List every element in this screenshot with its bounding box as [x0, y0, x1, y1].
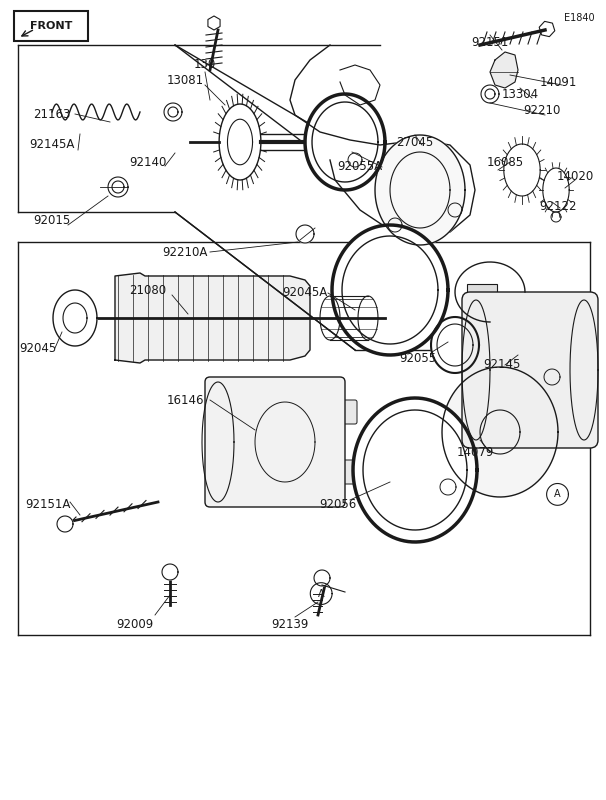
Polygon shape [481, 85, 499, 103]
Polygon shape [490, 52, 518, 88]
FancyBboxPatch shape [548, 382, 560, 392]
Polygon shape [164, 103, 182, 121]
Text: FRONT: FRONT [30, 21, 72, 31]
Text: 92210A: 92210A [162, 246, 208, 258]
Text: 92151: 92151 [471, 35, 508, 49]
Polygon shape [375, 135, 465, 245]
Text: A: A [554, 490, 561, 499]
FancyBboxPatch shape [467, 284, 497, 306]
Polygon shape [332, 225, 448, 355]
Text: 92139: 92139 [271, 618, 308, 631]
Polygon shape [296, 225, 314, 243]
Polygon shape [305, 94, 385, 190]
Polygon shape [57, 516, 73, 532]
Polygon shape [431, 317, 479, 373]
FancyBboxPatch shape [14, 11, 88, 41]
FancyBboxPatch shape [333, 400, 357, 424]
FancyBboxPatch shape [475, 306, 491, 318]
Text: 92151A: 92151A [25, 498, 71, 511]
Polygon shape [314, 570, 330, 586]
FancyBboxPatch shape [517, 398, 533, 410]
Text: 92015: 92015 [33, 214, 71, 226]
Text: 92045A: 92045A [282, 286, 328, 299]
Text: 92055: 92055 [399, 351, 436, 365]
Text: 27045: 27045 [396, 135, 434, 149]
FancyBboxPatch shape [467, 454, 483, 466]
Text: E1840: E1840 [564, 13, 595, 23]
Text: 92210: 92210 [524, 103, 561, 117]
Polygon shape [115, 273, 310, 363]
Text: A: A [318, 589, 324, 598]
Polygon shape [353, 398, 477, 542]
Text: 16085: 16085 [487, 155, 524, 169]
Polygon shape [162, 564, 178, 580]
Polygon shape [108, 177, 128, 197]
Text: 92145A: 92145A [29, 138, 75, 151]
FancyBboxPatch shape [462, 292, 598, 448]
Text: 92145: 92145 [484, 358, 521, 371]
Text: 92122: 92122 [539, 201, 577, 214]
Text: 13081: 13081 [167, 74, 204, 86]
Text: 21163: 21163 [33, 107, 71, 121]
Text: 92009: 92009 [116, 618, 154, 631]
Text: 14091: 14091 [539, 75, 577, 89]
FancyBboxPatch shape [548, 360, 560, 370]
FancyBboxPatch shape [517, 454, 533, 466]
Text: 14079: 14079 [456, 446, 494, 458]
Text: 14020: 14020 [556, 170, 594, 183]
Polygon shape [442, 367, 558, 497]
Text: 13304: 13304 [501, 89, 539, 102]
Text: 130: 130 [194, 58, 216, 71]
Text: 92055A: 92055A [338, 161, 382, 174]
FancyBboxPatch shape [333, 460, 357, 484]
FancyBboxPatch shape [467, 398, 483, 410]
Text: 92056: 92056 [319, 498, 356, 511]
FancyBboxPatch shape [205, 377, 345, 507]
Polygon shape [53, 290, 97, 346]
Text: 92045: 92045 [19, 342, 56, 354]
Text: 16146: 16146 [166, 394, 204, 406]
Text: 21080: 21080 [130, 283, 167, 297]
Text: 92140: 92140 [129, 155, 167, 169]
